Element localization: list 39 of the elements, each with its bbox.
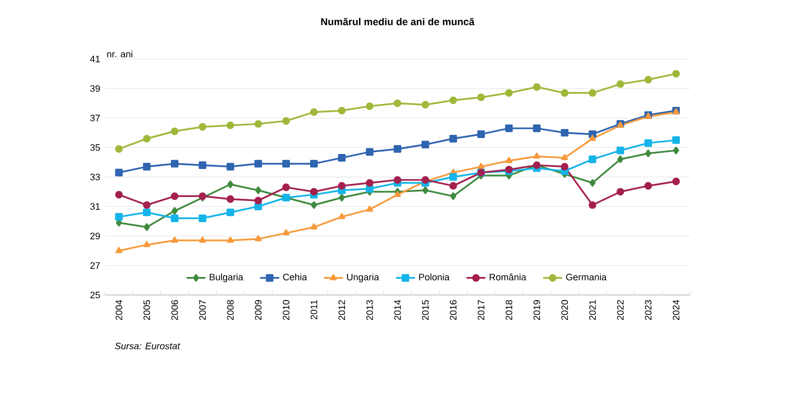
x-tick-label: 2011 <box>310 300 318 320</box>
text: Sursa: Eurostat <box>114 342 180 350</box>
y-tick-label: 41 <box>90 56 100 62</box>
y-tick-label: 39 <box>90 85 100 92</box>
x-tick-label: 2019 <box>533 300 540 320</box>
legend-label: Bulgaria <box>210 274 244 282</box>
x-tick-label: 2013 <box>366 300 373 320</box>
y-tick-label: 37 <box>90 114 100 122</box>
x-tick-label: 2024 <box>672 300 680 320</box>
x-tick-label: 2018 <box>506 300 512 320</box>
x-tick-label: 2021 <box>589 300 596 320</box>
x-tick-label: 2020 <box>561 300 568 320</box>
legend-label: Germania <box>566 274 607 280</box>
y-tick-label: 25 <box>90 292 100 298</box>
x-tick-label: 2007 <box>199 300 206 320</box>
x-tick-label: 2006 <box>171 300 178 320</box>
y-tick-label: 35 <box>90 144 100 151</box>
legend-label: România <box>490 274 526 280</box>
x-tick-label: 2014 <box>394 300 401 320</box>
x-tick-label: 2005 <box>144 300 150 320</box>
y-tick-label: 33 <box>90 174 100 180</box>
x-tick-label: 2004 <box>116 300 122 320</box>
y-tick-label: 31 <box>90 203 100 210</box>
x-tick-label: 2017 <box>478 300 484 320</box>
x-tick-label: 2008 <box>227 300 234 320</box>
chart-title: Numărul mediu de ani de muncă <box>321 18 475 26</box>
legend-label: Ungaria <box>347 274 380 282</box>
x-tick-label: 2016 <box>450 300 457 320</box>
x-tick-label: 2012 <box>338 300 346 320</box>
x-tick-label: 2015 <box>422 300 429 320</box>
y-axis-title: nr. ani <box>107 50 132 58</box>
x-tick-label: 2009 <box>254 300 262 320</box>
y-tick-label: 29 <box>90 232 100 240</box>
x-tick-label: 2010 <box>282 300 290 320</box>
x-tick-label: 2022 <box>617 300 624 320</box>
y-tick-label: 27 <box>90 262 100 269</box>
x-tick-label: 2023 <box>644 300 652 320</box>
legend-label: Polonia <box>419 274 450 280</box>
legend-label: Cehia <box>283 274 308 280</box>
